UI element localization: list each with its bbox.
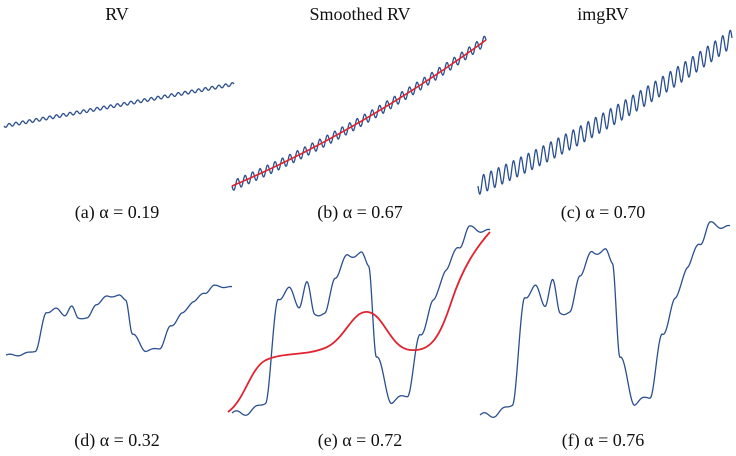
smoothed-line-e	[227, 231, 491, 413]
signal-line-f	[479, 221, 731, 418]
signal-line-b	[231, 35, 487, 191]
caption-f: (f) α = 0.76	[561, 430, 645, 450]
caption-a: (a) α = 0.19	[74, 202, 160, 222]
signal-line-c	[477, 29, 733, 195]
column-title-rv: RV	[105, 4, 129, 24]
signal-line-e	[231, 225, 491, 416]
caption-c: (c) α = 0.70	[560, 202, 646, 222]
smoothed-line-b	[231, 39, 487, 187]
caption-e: (e) α = 0.72	[317, 430, 403, 450]
caption-d: (d) α = 0.32	[74, 430, 160, 450]
signal-line-d	[5, 284, 233, 357]
column-title-imgrv: imgRV	[577, 4, 629, 24]
signal-line-a	[3, 82, 235, 128]
column-title-smoothed-rv: Smoothed RV	[309, 4, 411, 24]
caption-b: (b) α = 0.67	[317, 202, 403, 222]
